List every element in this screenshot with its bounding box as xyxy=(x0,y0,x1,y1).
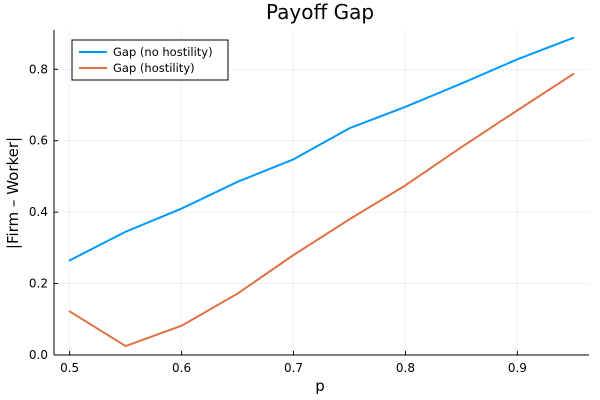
y-tick-label: 0.2 xyxy=(29,277,48,291)
series-line-2 xyxy=(68,72,575,348)
y-tick-label: 0.4 xyxy=(29,205,48,219)
y-axis-label: |Firm – Worker| xyxy=(4,137,22,249)
y-tick-label: 0.8 xyxy=(29,62,48,76)
legend-label-1: Gap (no hostility) xyxy=(113,45,213,59)
x-axis-label: p xyxy=(315,377,325,395)
x-tick-label: 0.9 xyxy=(508,361,527,375)
x-tick-label: 0.6 xyxy=(172,361,191,375)
tick-labels: 0.5 0.6 0.7 0.8 0.9 0.0 0.2 0.4 0.6 0.8 xyxy=(29,62,527,375)
legend: Gap (no hostility) Gap (hostility) xyxy=(71,39,229,81)
series-lines xyxy=(68,36,575,348)
x-tick-label: 0.8 xyxy=(396,361,415,375)
chart-title: Payoff Gap xyxy=(266,0,374,24)
x-tick-label: 0.5 xyxy=(60,361,79,375)
y-tick-label: 0.0 xyxy=(29,348,48,362)
axes xyxy=(53,30,589,356)
legend-box xyxy=(71,39,229,81)
series-line-1 xyxy=(68,36,575,262)
x-tick-label: 0.7 xyxy=(284,361,303,375)
y-tick-label: 0.6 xyxy=(29,134,48,148)
legend-label-2: Gap (hostility) xyxy=(113,61,195,75)
